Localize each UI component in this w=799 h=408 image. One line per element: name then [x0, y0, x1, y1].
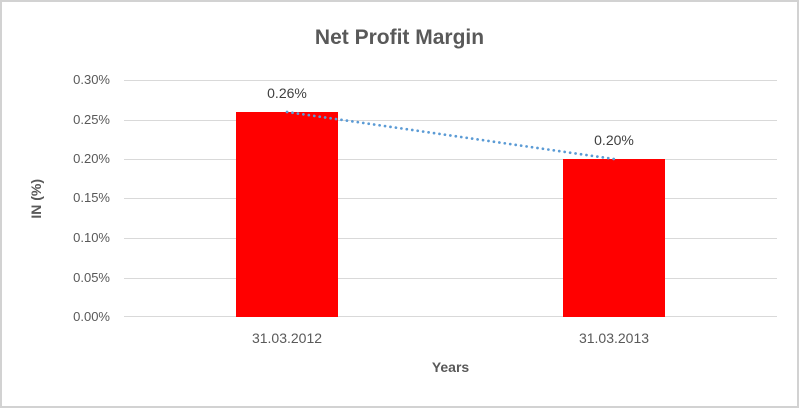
gridline [124, 278, 777, 279]
y-tick-label: 0.05% [73, 270, 110, 285]
chart-title: Net Profit Margin [314, 26, 485, 49]
y-tick-label: 0.15% [73, 190, 110, 205]
y-tick-label: 0.10% [73, 230, 110, 245]
bar-31.03.2012 [236, 112, 338, 317]
plot-area [124, 80, 777, 317]
bar-data-label: 0.20% [594, 132, 634, 148]
gridline [124, 120, 777, 121]
gridline [124, 238, 777, 239]
x-axis-title: Years [431, 359, 470, 375]
x-category-label: 31.03.2012 [251, 330, 323, 346]
gridline [124, 159, 777, 160]
gridline [124, 80, 777, 81]
y-tick-label: 0.00% [73, 309, 110, 324]
y-tick-label: 0.30% [73, 72, 110, 87]
bar-data-label: 0.26% [267, 85, 307, 101]
trendline [285, 110, 616, 161]
bar-31.03.2013 [563, 159, 665, 317]
y-tick-label: 0.25% [73, 112, 110, 127]
y-tick-label: 0.20% [73, 151, 110, 166]
gridline [124, 316, 777, 317]
x-category-label: 31.03.2013 [578, 330, 650, 346]
gridline [124, 198, 777, 199]
